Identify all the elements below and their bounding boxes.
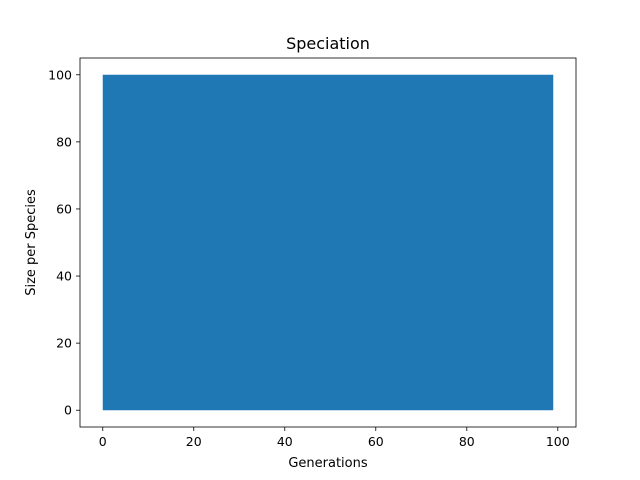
y-tick-label: 20 bbox=[56, 336, 72, 351]
y-tick-label: 80 bbox=[56, 134, 72, 149]
y-axis-ticks: 0 20 40 60 80 100 bbox=[48, 67, 80, 418]
y-tick-label: 60 bbox=[56, 201, 72, 216]
x-tick-label: 0 bbox=[99, 434, 107, 449]
x-tick-label: 100 bbox=[546, 434, 570, 449]
x-axis-ticks: 0 20 40 60 80 100 bbox=[99, 427, 570, 449]
x-tick-label: 20 bbox=[186, 434, 202, 449]
x-tick-label: 60 bbox=[368, 434, 384, 449]
y-tick-label: 40 bbox=[56, 269, 72, 284]
plot-area bbox=[102, 74, 554, 411]
y-tick-label: 100 bbox=[48, 67, 72, 82]
x-tick-label: 40 bbox=[277, 434, 293, 449]
area-series-0 bbox=[102, 74, 554, 411]
y-axis-label: Size per Species bbox=[24, 189, 39, 296]
chart-title: Speciation bbox=[286, 34, 370, 53]
axes-frame bbox=[79, 57, 577, 428]
y-tick-label: 0 bbox=[64, 403, 72, 418]
x-axis-label: Generations bbox=[288, 456, 368, 471]
x-tick-label: 80 bbox=[459, 434, 475, 449]
